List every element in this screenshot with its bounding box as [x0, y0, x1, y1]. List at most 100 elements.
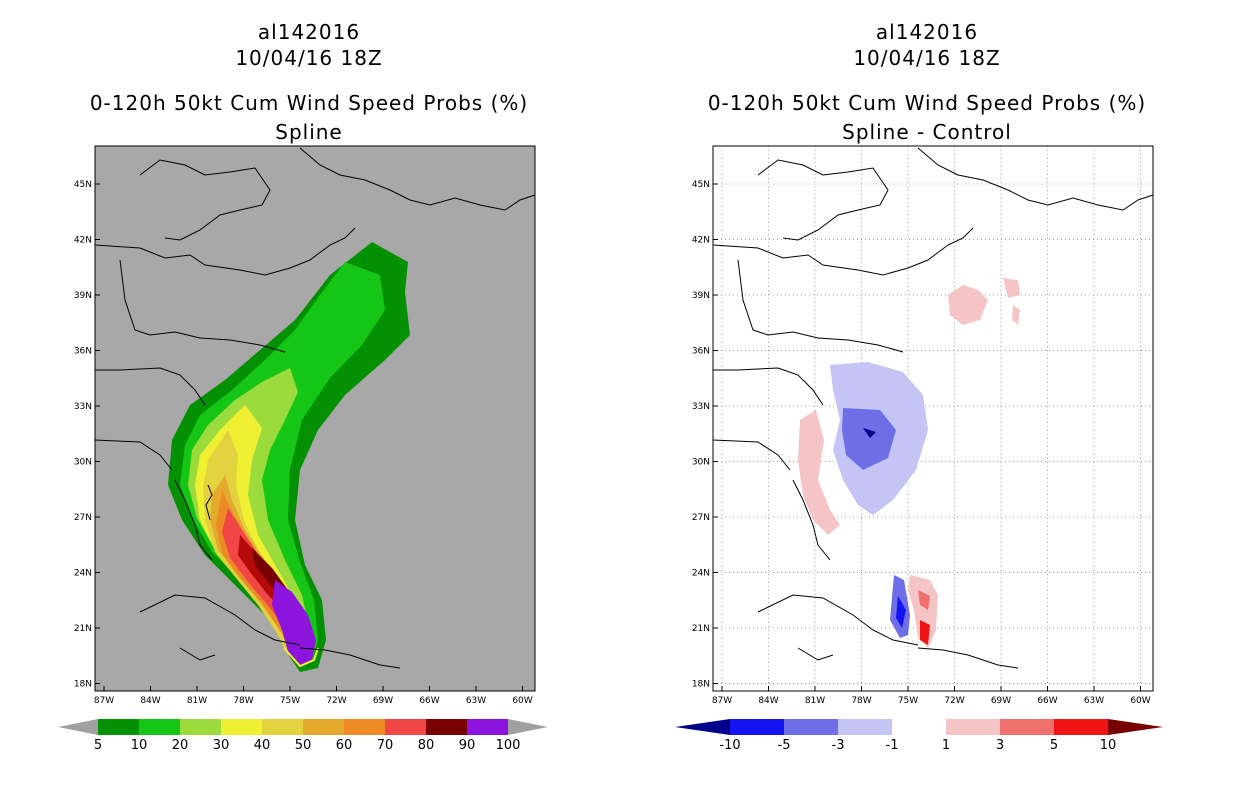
lat-label: 21N [692, 624, 710, 634]
colorbar-box [344, 719, 385, 735]
colorbar-label: 60 [336, 738, 353, 753]
colorbar-label: -10 [719, 738, 740, 753]
right-difference-shading [798, 278, 1020, 648]
right-product-title: 0-120h 50kt Cum Wind Speed Probs (%) [707, 91, 1147, 115]
right-colorbar: -10 -5 -3 -1 1 3 5 10 [675, 719, 1163, 753]
lon-label: 69W [991, 696, 1011, 706]
lat-label: 39N [692, 291, 710, 301]
colorbar-box [426, 719, 467, 735]
lat-label: 27N [692, 513, 710, 523]
left-subtitle: Spline [275, 120, 343, 144]
colorbar-arrow-low [675, 719, 730, 735]
colorbar-label: 30 [213, 738, 230, 753]
colorbar-label: -1 [886, 738, 899, 753]
lon-label: 78W [233, 696, 253, 706]
colorbar-box [730, 719, 784, 735]
colorbar-box [303, 719, 344, 735]
colorbar-box [946, 719, 1000, 735]
left-colorbar: 5 10 20 30 40 50 60 70 80 90 100 [58, 719, 548, 753]
lon-label: 63W [466, 696, 486, 706]
left-map-frame [94, 145, 536, 692]
colorbar-box [180, 719, 221, 735]
colorbar-label: 90 [459, 738, 476, 753]
lat-label: 18N [74, 680, 92, 690]
colorbar-label: 3 [996, 738, 1004, 753]
colorbar-label: 70 [377, 738, 394, 753]
right-storm-id: al142016 [875, 20, 979, 44]
colorbar-label: -5 [778, 738, 791, 753]
colorbar-label: 5 [94, 738, 102, 753]
lon-label: 78W [851, 696, 871, 706]
lon-label: 72W [944, 696, 964, 706]
lat-label: 39N [74, 291, 92, 301]
right-map-frame [712, 145, 1154, 692]
left-probability-swath [168, 242, 410, 672]
lon-label: 72W [326, 696, 346, 706]
colorbar-label: 100 [496, 738, 521, 753]
lon-label: 69W [373, 696, 393, 706]
right-coastlines [712, 147, 1154, 669]
lon-label: 87W [712, 696, 732, 706]
lat-label: 36N [74, 347, 92, 357]
colorbar-label: 20 [172, 738, 189, 753]
colorbar-label: -3 [832, 738, 845, 753]
lon-label: 81W [187, 696, 207, 706]
lon-label: 84W [758, 696, 778, 706]
lat-label: 24N [692, 569, 710, 579]
right-lat-axis: 45N 42N 39N 36N 33N 30N 27N 24N 21N 18N [692, 180, 718, 690]
colorbar-label: 1 [942, 738, 950, 753]
colorbar-box [838, 719, 892, 735]
left-map-svg: 45N 42N 39N 36N 33N 30N 27N 24N 21N 18N 87W 84W 81W… [58, 145, 548, 753]
lon-label: 66W [419, 696, 439, 706]
left-datetime: 10/04/16 18Z [235, 46, 383, 70]
colorbar-label: 10 [1100, 738, 1117, 753]
left-map-panel: al142016 10/04/16 18Z 0-120h 50kt Cum Wi… [58, 20, 548, 753]
colorbar-box [139, 719, 180, 735]
colorbar-label: 5 [1050, 738, 1058, 753]
left-storm-id: al142016 [257, 20, 361, 44]
lat-label: 18N [692, 680, 710, 690]
colorbar-box [1054, 719, 1108, 735]
lat-label: 24N [74, 569, 92, 579]
colorbar-box [221, 719, 262, 735]
lon-label: 84W [140, 696, 160, 706]
lat-label: 33N [74, 402, 92, 412]
right-datetime: 10/04/16 18Z [853, 46, 1001, 70]
lon-label: 66W [1037, 696, 1057, 706]
lat-label: 27N [74, 513, 92, 523]
lon-label: 75W [898, 696, 918, 706]
left-product-title: 0-120h 50kt Cum Wind Speed Probs (%) [89, 91, 529, 115]
colorbar-arrow-high [508, 719, 548, 735]
lat-label: 33N [692, 402, 710, 412]
lat-label: 36N [692, 347, 710, 357]
lon-label: 75W [280, 696, 300, 706]
lon-label: 60W [512, 696, 532, 706]
colorbar-box [262, 719, 303, 735]
colorbar-label: 10 [131, 738, 148, 753]
colorbar-box [1000, 719, 1054, 735]
lat-label: 21N [74, 624, 92, 634]
lon-label: 81W [805, 696, 825, 706]
colorbar-box [892, 719, 946, 735]
right-map-svg: 45N 42N 39N 36N 33N 30N 27N 24N 21N 18N 87W 84W 81W… [675, 145, 1163, 753]
lon-label: 60W [1130, 696, 1150, 706]
colorbar-label: 40 [254, 738, 271, 753]
colorbar-box [385, 719, 426, 735]
lat-label: 42N [692, 236, 710, 246]
colorbar-arrow-low [58, 719, 98, 735]
left-lat-axis: 45N 42N 39N 36N 33N 30N 27N 24N 21N 18N [74, 180, 100, 690]
lat-label: 42N [74, 236, 92, 246]
left-lon-axis: 87W 84W 81W 78W 75W 72W 69W 66W 63W 60W [94, 686, 533, 706]
colorbar-box [784, 719, 838, 735]
colorbar-label: 80 [418, 738, 435, 753]
colorbar-arrow-high [1108, 719, 1163, 735]
right-map-panel: al142016 10/04/16 18Z 0-120h 50kt Cum Wi… [618, 0, 1236, 800]
lat-label: 45N [692, 180, 710, 190]
colorbar-box [98, 719, 139, 735]
colorbar-box [467, 719, 508, 735]
right-subtitle: Spline - Control [842, 120, 1012, 144]
left-coastlines [94, 147, 536, 669]
lon-label: 63W [1084, 696, 1104, 706]
lat-label: 30N [74, 458, 92, 468]
lon-label: 87W [94, 696, 114, 706]
